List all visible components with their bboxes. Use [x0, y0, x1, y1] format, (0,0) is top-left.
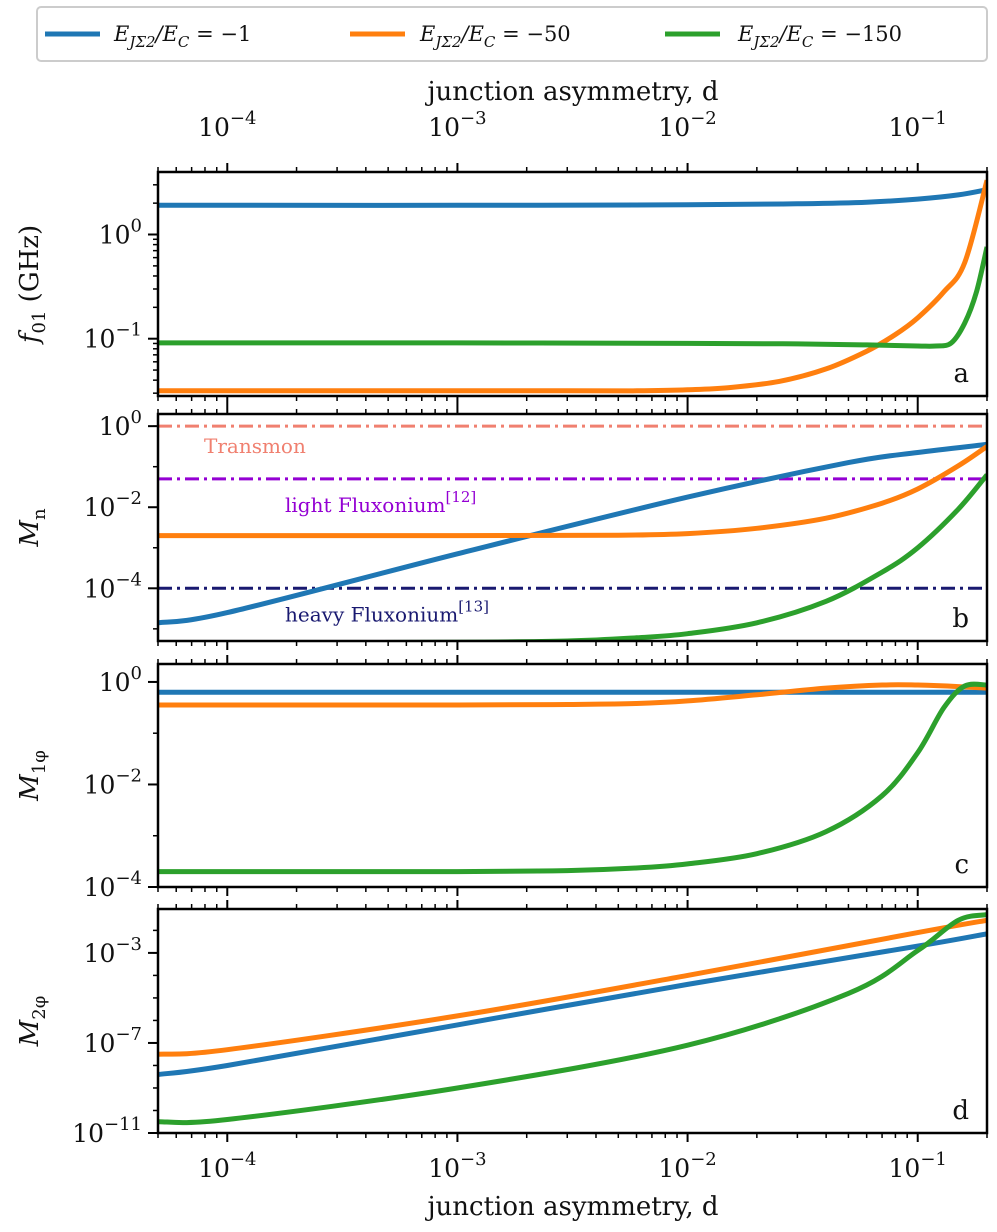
panel-letter: b [952, 604, 969, 634]
transmon-label: Transmon [204, 434, 306, 458]
y-tick-label: 10−2 [84, 488, 142, 522]
panel-d: 10−3 10−7 10−11 M2φ d [15, 900, 989, 1148]
series-line-1 [158, 187, 987, 208]
y-tick-label: 100 [99, 216, 142, 250]
y-tick-label: 100 [99, 663, 142, 697]
y-axis-label: M1φ [15, 750, 50, 802]
bottom-tick-label: 10−2 [658, 1149, 716, 1183]
panel-letter: a [953, 359, 969, 389]
y-tick-label: 10−2 [84, 765, 142, 799]
bottom-axis-label: junction asymmetry, d [424, 1192, 718, 1222]
y-tick-label: 10−1 [84, 320, 142, 354]
bottom-tick-label: 10−1 [889, 1149, 947, 1183]
series-line-2 [158, 917, 987, 1057]
heavy-fluxonium-label: heavy Fluxonium[13] [285, 597, 489, 626]
series-line-3 [158, 681, 987, 875]
y-tick-label: 10−4 [84, 868, 142, 902]
axes-frame [156, 412, 989, 643]
top-axis-label: junction asymmetry, d [424, 77, 718, 107]
top-tick-label: 10−2 [658, 108, 716, 142]
legend-label-3: EJΣ2/EC = −150 [737, 22, 902, 51]
series-line-2 [158, 179, 987, 394]
y-tick-label: 10−11 [72, 1114, 142, 1148]
series-line-3 [158, 246, 987, 349]
legend: EJΣ2/EC = −1 EJΣ2/EC = −50 EJΣ2/EC = −15… [36, 6, 988, 62]
y-tick-label: 10−4 [84, 569, 142, 603]
panel-b: Transmon light Fluxonium[12] heavy Fluxoni… [15, 405, 989, 650]
series-line-3 [158, 912, 987, 1126]
bottom-tick-label: 10−4 [198, 1149, 256, 1183]
legend-label-1: EJΣ2/EC = −1 [113, 22, 251, 51]
top-tick-label: 10−4 [198, 108, 256, 142]
y-tick-label: 10−7 [84, 1024, 142, 1058]
top-tick-label: 10−3 [428, 108, 486, 142]
series-line-2 [158, 444, 987, 539]
legend-entry-1: EJΣ2/EC = −1 [45, 22, 251, 51]
panel-letter: d [952, 1096, 969, 1126]
bottom-tick-label: 10−3 [428, 1149, 486, 1183]
series-line-3 [158, 473, 987, 641]
bottom-axis-ticks: 10−4 10−3 10−2 10−1 [198, 1149, 947, 1183]
top-tick-label: 10−1 [889, 108, 947, 142]
y-tick-label: 100 [99, 407, 142, 441]
legend-entry-3: EJΣ2/EC = −150 [665, 22, 902, 51]
axes-frame [156, 662, 989, 889]
series-line-1 [158, 931, 987, 1077]
axes-frame [156, 170, 989, 398]
series-line-1 [158, 441, 987, 626]
panel-a: 100 10−1 f01 (GHz) a [15, 163, 989, 405]
y-axis-label: f01 (GHz) [15, 225, 50, 345]
light-fluxonium-label: light Fluxonium[12] [285, 488, 476, 517]
legend-entry-2: EJΣ2/EC = −50 [350, 22, 571, 51]
panel-letter: c [954, 850, 969, 880]
panel-c: 100 10−2 10−4 M1φ c [15, 655, 989, 902]
y-axis-label: Mn [15, 508, 50, 548]
y-axis-label: M2φ [15, 996, 50, 1048]
y-tick-label: 10−3 [84, 934, 142, 968]
series-line-2 [158, 682, 987, 708]
top-axis-ticks: 10−4 10−3 10−2 10−1 [198, 108, 947, 142]
legend-label-2: EJΣ2/EC = −50 [419, 22, 571, 51]
legend-frame [36, 6, 988, 62]
